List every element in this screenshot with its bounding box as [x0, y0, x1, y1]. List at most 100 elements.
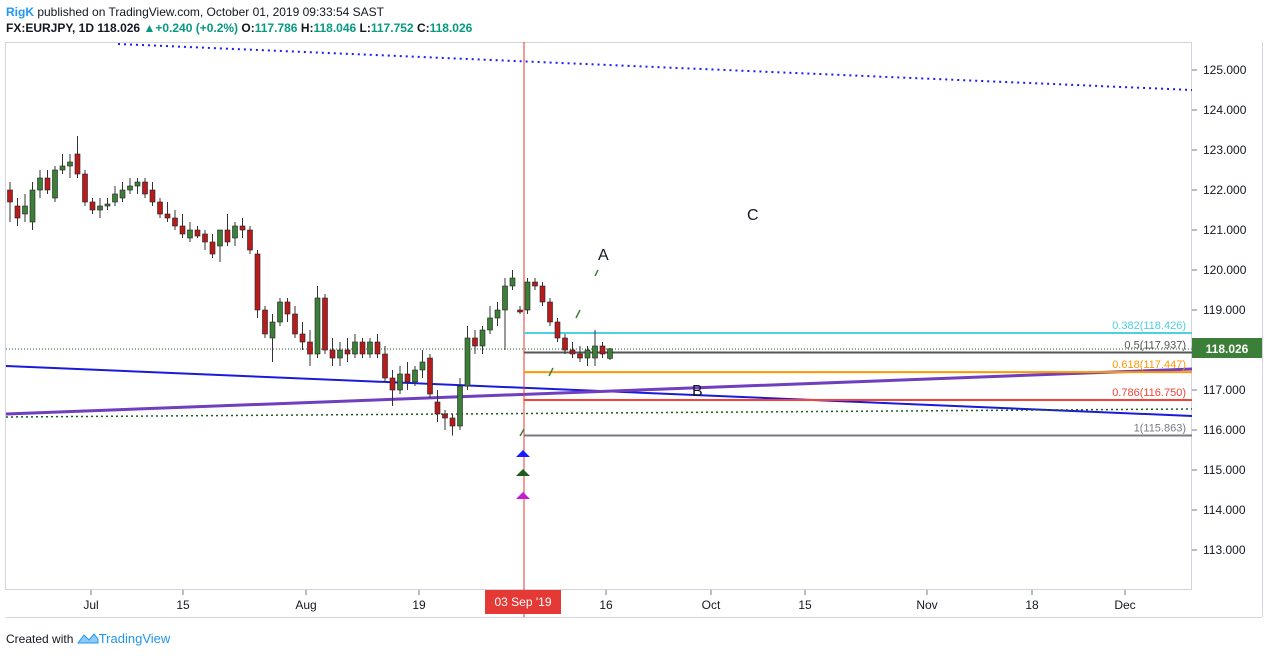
- candle-body[interactable]: [502, 285, 508, 311]
- candle-body[interactable]: [607, 348, 613, 359]
- candle-body[interactable]: [599, 345, 606, 355]
- candle-body[interactable]: [562, 337, 568, 351]
- candle-body[interactable]: [344, 349, 351, 355]
- candle-body[interactable]: [89, 201, 96, 211]
- time-axis[interactable]: Jul 15 Aug 19 16 Oct 15 Nov 18 Dec: [83, 590, 1136, 612]
- candle-body[interactable]: [434, 401, 441, 415]
- candle-body[interactable]: [509, 277, 516, 287]
- candle-body[interactable]: [179, 225, 186, 235]
- price-axis[interactable]: 125.000 124.000 123.000 122.000 121.000 120.0…: [1192, 63, 1247, 557]
- candle-body[interactable]: [329, 349, 336, 359]
- candle-body[interactable]: [284, 301, 291, 315]
- candle-body[interactable]: [322, 297, 328, 351]
- candle-body[interactable]: [232, 225, 238, 239]
- candle-body[interactable]: [134, 181, 141, 187]
- candle-body[interactable]: [14, 205, 21, 219]
- candle-body[interactable]: [352, 341, 358, 355]
- candle-body[interactable]: [149, 189, 156, 203]
- candle-body[interactable]: [277, 301, 283, 323]
- candle-body[interactable]: [269, 321, 276, 339]
- candle-body[interactable]: [52, 169, 58, 199]
- candle-body[interactable]: [202, 233, 208, 243]
- candle-body[interactable]: [419, 361, 426, 371]
- fib-level-label: 1(115.863): [1134, 422, 1186, 434]
- candle-body[interactable]: [389, 377, 396, 391]
- candle-body[interactable]: [59, 165, 66, 171]
- candle-body[interactable]: [97, 205, 103, 211]
- candle-body[interactable]: [187, 229, 193, 239]
- fibonacci-retracement[interactable]: 0.382(118.426) 0.5(117.937) 0.618(117.447)…: [524, 320, 1192, 437]
- candle-body[interactable]: [404, 373, 411, 383]
- candle-body[interactable]: [112, 193, 118, 203]
- candle-body[interactable]: [547, 301, 553, 323]
- candle-body[interactable]: [44, 177, 51, 191]
- candle-body[interactable]: [119, 189, 126, 199]
- candle-body[interactable]: [442, 413, 448, 419]
- candle-body[interactable]: [314, 297, 321, 355]
- candle-body[interactable]: [382, 353, 388, 379]
- candle-body[interactable]: [254, 253, 261, 311]
- candle-body[interactable]: [487, 317, 493, 331]
- candle-body[interactable]: [307, 341, 313, 355]
- candle-body[interactable]: [427, 357, 433, 395]
- candle-body[interactable]: [7, 189, 13, 203]
- candle-body[interactable]: [142, 181, 148, 195]
- candle-body[interactable]: [74, 153, 81, 175]
- wave-label-a[interactable]: A: [598, 247, 609, 264]
- candle-body[interactable]: [472, 337, 478, 347]
- candle-body[interactable]: [37, 177, 43, 191]
- candle-body[interactable]: [67, 161, 73, 167]
- candle-body[interactable]: [359, 341, 366, 355]
- candle-body[interactable]: [577, 353, 583, 359]
- footer: Created with TradingView: [6, 631, 170, 647]
- time-tick-label: Dec: [1114, 598, 1135, 612]
- wave-label-b[interactable]: B: [692, 383, 703, 400]
- price-tick-label: 125.000: [1203, 63, 1247, 77]
- symbol-label[interactable]: FX:EURJPY, 1D: [6, 21, 95, 35]
- candle-body[interactable]: [517, 309, 523, 313]
- candle-body[interactable]: [397, 373, 403, 391]
- published-text: published on TradingView.com, October 01…: [34, 5, 385, 19]
- candle-body[interactable]: [194, 229, 201, 237]
- candle-body[interactable]: [464, 337, 471, 387]
- candle-body[interactable]: [374, 341, 381, 355]
- candle-body[interactable]: [157, 201, 163, 215]
- candle-body[interactable]: [524, 281, 531, 311]
- author-name[interactable]: RigK: [6, 5, 34, 19]
- candle-body[interactable]: [209, 241, 216, 255]
- candle-body[interactable]: [337, 349, 343, 359]
- wave-label-c[interactable]: C: [747, 207, 759, 224]
- candle-body[interactable]: [247, 229, 253, 251]
- candle-body[interactable]: [539, 285, 546, 303]
- candle-body[interactable]: [217, 229, 223, 247]
- candle-body[interactable]: [22, 205, 28, 215]
- candle-body[interactable]: [554, 321, 561, 339]
- candle-body[interactable]: [412, 369, 418, 383]
- candle-body[interactable]: [367, 341, 373, 355]
- candle-body[interactable]: [29, 189, 36, 223]
- dotted-support-line[interactable]: [5, 408, 1193, 418]
- candle-body[interactable]: [532, 281, 538, 287]
- brand-name[interactable]: TradingView: [98, 631, 171, 646]
- candle-body[interactable]: [299, 333, 306, 343]
- candle-body[interactable]: [569, 349, 576, 355]
- candle-body[interactable]: [292, 313, 298, 335]
- candle-body[interactable]: [494, 309, 501, 319]
- candle-body[interactable]: [239, 225, 246, 231]
- candle-body[interactable]: [584, 349, 591, 359]
- candle-body[interactable]: [82, 173, 88, 203]
- candle-body[interactable]: [449, 417, 456, 427]
- candle-body[interactable]: [127, 185, 133, 191]
- candle-body[interactable]: [164, 213, 171, 219]
- candle-body[interactable]: [457, 385, 463, 427]
- ascending-trendline[interactable]: [5, 367, 1193, 416]
- dotted-trendline-top[interactable]: [117, 43, 1193, 91]
- candle-body[interactable]: [262, 309, 268, 335]
- candle-body[interactable]: [592, 345, 598, 359]
- candle-body[interactable]: [479, 329, 486, 347]
- candle-body[interactable]: [224, 229, 231, 243]
- candle-body[interactable]: [104, 203, 111, 207]
- candlestick-series[interactable]: [7, 136, 613, 436]
- candle-body[interactable]: [172, 217, 178, 227]
